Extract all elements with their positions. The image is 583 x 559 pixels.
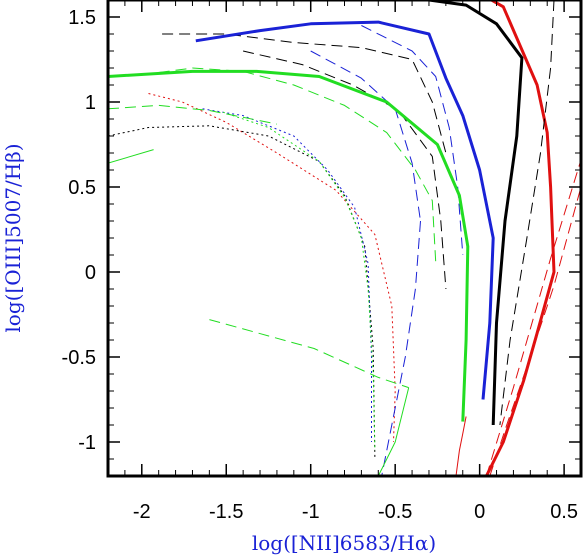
series-line-red-1 xyxy=(485,0,556,476)
x-tick-label: 0.5 xyxy=(550,501,578,523)
series-line-green-16 xyxy=(108,69,470,422)
x-tick-label: -1 xyxy=(302,501,320,523)
series-line-red-2 xyxy=(489,186,581,476)
x-tick-label: -2 xyxy=(133,501,151,523)
series-line-green-20 xyxy=(209,319,409,389)
series-line-blue-14 xyxy=(381,220,421,476)
y-axis-label: log([OIII]5007/Hβ) xyxy=(1,143,25,332)
x-tick-label: 0 xyxy=(474,501,485,523)
y-tick-label: 1 xyxy=(85,92,96,114)
series-line-black-9 xyxy=(242,50,447,290)
tick-layer: -2 -1.5 -1 -0.5 0 0.5 -1 -0.5 0 0.5 1 1.5 xyxy=(62,0,582,523)
series-line-blue-11 xyxy=(195,20,495,400)
y-tick-label: 0.5 xyxy=(68,177,96,199)
series-line-black-10 xyxy=(108,125,376,460)
y-tick-label: -0.5 xyxy=(62,347,96,369)
series-line-green-21 xyxy=(377,387,410,476)
x-tick-label: -1.5 xyxy=(209,501,243,523)
y-tick-label: 0 xyxy=(85,262,96,284)
series-line-green-18 xyxy=(108,104,277,125)
series-layer xyxy=(108,0,581,476)
y-tick-label: 1.5 xyxy=(68,7,96,29)
series-line-green-17 xyxy=(141,67,437,262)
series-line-black-7 xyxy=(499,0,555,426)
series-line-red-3 xyxy=(485,159,581,476)
plot-frame xyxy=(106,0,583,478)
x-tick-label: -0.5 xyxy=(378,501,412,523)
y-tick-label: -1 xyxy=(78,432,96,454)
x-axis-label: log([NII]6583/Hα) xyxy=(252,531,436,555)
series-line-green-19 xyxy=(108,149,154,164)
series-line-red-4 xyxy=(455,416,467,476)
series-line-black-6 xyxy=(397,0,524,426)
series-line-black-8 xyxy=(162,33,447,154)
